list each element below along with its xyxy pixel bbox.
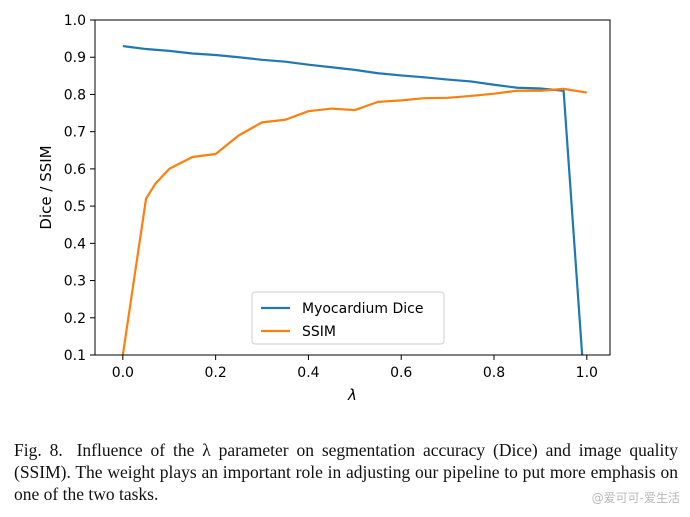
y-tick-label: 0.2 xyxy=(64,311,86,327)
y-tick-label: 0.7 xyxy=(64,125,86,141)
x-tick-label: 0.8 xyxy=(483,365,505,381)
watermark: @爱可可-爱生活 xyxy=(591,491,680,505)
caption-text: Influence of the λ parameter on segmenta… xyxy=(14,440,678,504)
y-axis-label: Dice / SSIM xyxy=(37,145,55,229)
y-tick-label: 0.9 xyxy=(64,50,86,66)
x-tick-label: 0.0 xyxy=(112,365,134,381)
legend: Myocardium Dice SSIM xyxy=(251,291,445,345)
y-tick-label: 0.8 xyxy=(64,87,86,103)
x-axis-label: λ xyxy=(347,386,357,404)
y-tick-label: 0.1 xyxy=(64,348,86,364)
x-tick-label: 0.2 xyxy=(204,365,226,381)
series-line-myocardium-dice xyxy=(122,44,584,355)
x-tick-label: 1.0 xyxy=(576,365,598,381)
y-tick-label: 0.4 xyxy=(64,236,86,252)
y-tick-label: 1.0 xyxy=(64,13,86,29)
axes-frame xyxy=(94,19,611,356)
legend-label: Myocardium Dice xyxy=(302,301,423,317)
figure-caption: Fig. 8. Influence of the λ parameter on … xyxy=(14,439,678,505)
y-tick-label: 0.5 xyxy=(64,199,86,215)
series-line-ssim xyxy=(121,87,587,355)
plot-area: 0.0 0.2 0.4 0.6 0.8 1.0 0.1 0.2 0.3 0.4 0.5 0.6 0.7 0… xyxy=(64,13,611,381)
y-tick-label: 0.6 xyxy=(64,162,86,178)
legend-box xyxy=(251,291,445,345)
line-chart: 0.0 0.2 0.4 0.6 0.8 1.0 0.1 0.2 0.3 0.4 0.5 0.6 0.7 0… xyxy=(37,13,611,404)
figure-label: Fig. 8. xyxy=(14,440,63,460)
y-tick-label: 0.3 xyxy=(64,274,86,290)
legend-label: SSIM xyxy=(302,324,336,340)
x-tick-label: 0.6 xyxy=(390,365,412,381)
x-tick-label: 0.4 xyxy=(297,365,319,381)
